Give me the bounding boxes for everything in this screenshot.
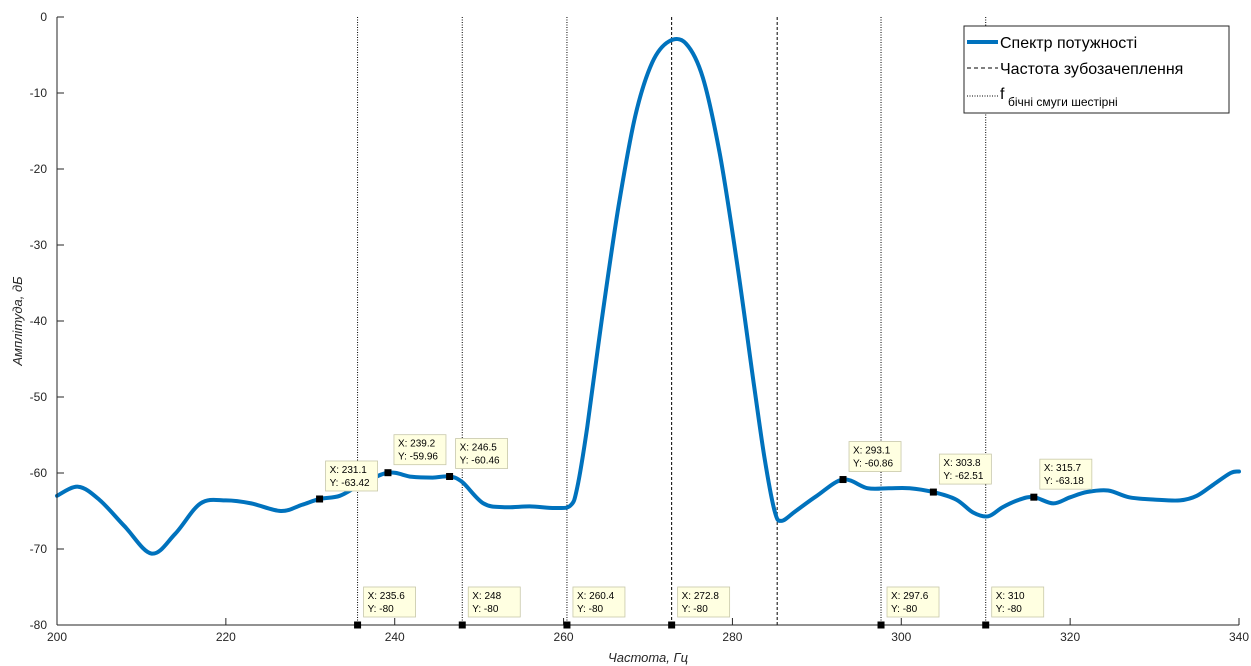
datatip-box [1039,458,1093,490]
y-tick-label: 0 [40,10,47,24]
datatip-marker [354,621,362,629]
datatip-y-label: Y: -80 [472,604,499,615]
datatip-x-label: X: 246.5 [460,442,498,453]
datatip-box [848,441,902,472]
plot-area [55,17,1241,625]
datatip-box [677,586,731,618]
legend-label-spectrum: Спектр потужності [1000,35,1137,52]
legend-label-sideband-sub: бічні смуги шестірні [1008,95,1118,109]
y-tick-label: -70 [30,542,48,556]
datatip-marker [839,476,847,484]
y-tick-label: -80 [30,618,48,632]
datatip-box [991,586,1045,618]
datatip-y-label: Y: -60.86 [853,459,893,470]
datatip-x-label: X: 297.6 [891,591,929,602]
spectrum-line [55,37,1241,556]
datatip-box [572,586,626,618]
x-tick-label: 260 [554,630,574,644]
x-tick-label: 220 [216,630,236,644]
datatip-marker [563,621,571,629]
legend-label-sideband-main: f [1000,86,1005,103]
datatip-marker [982,621,990,629]
datatip-marker [1030,493,1038,501]
datatip-y-label: Y: -80 [996,604,1023,615]
datatip-x-label: X: 235.6 [368,591,406,602]
datatip-marker [877,621,885,629]
y-tick-label: -20 [30,162,48,176]
datatip-box [938,453,992,485]
datatip-y-label: Y: -59.96 [398,452,438,463]
datatip-marker [316,495,324,503]
datatip-marker [458,621,466,629]
datatip-x-label: X: 248 [472,591,501,602]
y-axis-title: Амплітуда, дБ [10,276,25,367]
datatip-y-label: Y: -62.51 [943,471,983,482]
axes: 200 220 240 260 280 300 320 340 0 -10 -20 -30 -40 -50… [30,10,1250,644]
datatip-y-label: Y: -63.18 [1044,476,1084,487]
datatips: X: 231.1 Y: -63.42 X: 239.2 Y: -59.96 X: 246… [316,434,1093,629]
datatip-x-label: X: 315.7 [1044,463,1082,474]
y-tick-label: -60 [30,466,48,480]
datatip-marker [384,469,392,477]
datatip-marker [929,488,937,496]
datatip-x-label: X: 310 [996,591,1025,602]
datatip-x-label: X: 239.2 [398,439,436,450]
datatip-box [325,460,378,492]
x-axis-title: Частота, Гц [608,650,688,665]
datatip-y-label: Y: -80 [577,604,604,615]
datatip-box [363,586,416,618]
datatip-y-label: Y: -63.42 [330,478,370,489]
x-tick-label: 240 [385,630,405,644]
datatip-x-label: X: 260.4 [577,591,615,602]
datatip-y-label: Y: -60.46 [460,455,500,466]
datatip-marker [446,472,454,480]
legend-box [963,25,1230,114]
x-tick-label: 320 [1060,630,1080,644]
y-tick-label: -40 [30,314,48,328]
legend: Спектр потужності Частота зубозачеплення f… [963,25,1230,114]
y-tick-label: -30 [30,238,48,252]
datatip-x-label: X: 231.1 [330,465,368,476]
datatip-marker [668,621,676,629]
datatip-y-label: Y: -80 [682,604,709,615]
datatip-y-label: Y: -80 [368,604,395,615]
y-tick-label: -10 [30,86,48,100]
datatip-x-label: X: 272.8 [682,591,720,602]
x-tick-label: 280 [722,630,742,644]
datatip-box [455,438,508,469]
datatip-box [393,434,447,466]
x-tick-label: 340 [1229,630,1249,644]
x-tick-label: 200 [47,630,67,644]
datatip-x-label: X: 303.8 [943,458,981,469]
legend-label-mesh: Частота зубозачеплення [1000,61,1183,78]
datatip-box [467,586,521,618]
y-tick-label: -50 [30,390,48,404]
datatip-y-label: Y: -80 [891,604,918,615]
datatip-x-label: X: 293.1 [853,446,891,457]
datatip-box [886,586,940,618]
x-tick-label: 300 [891,630,911,644]
